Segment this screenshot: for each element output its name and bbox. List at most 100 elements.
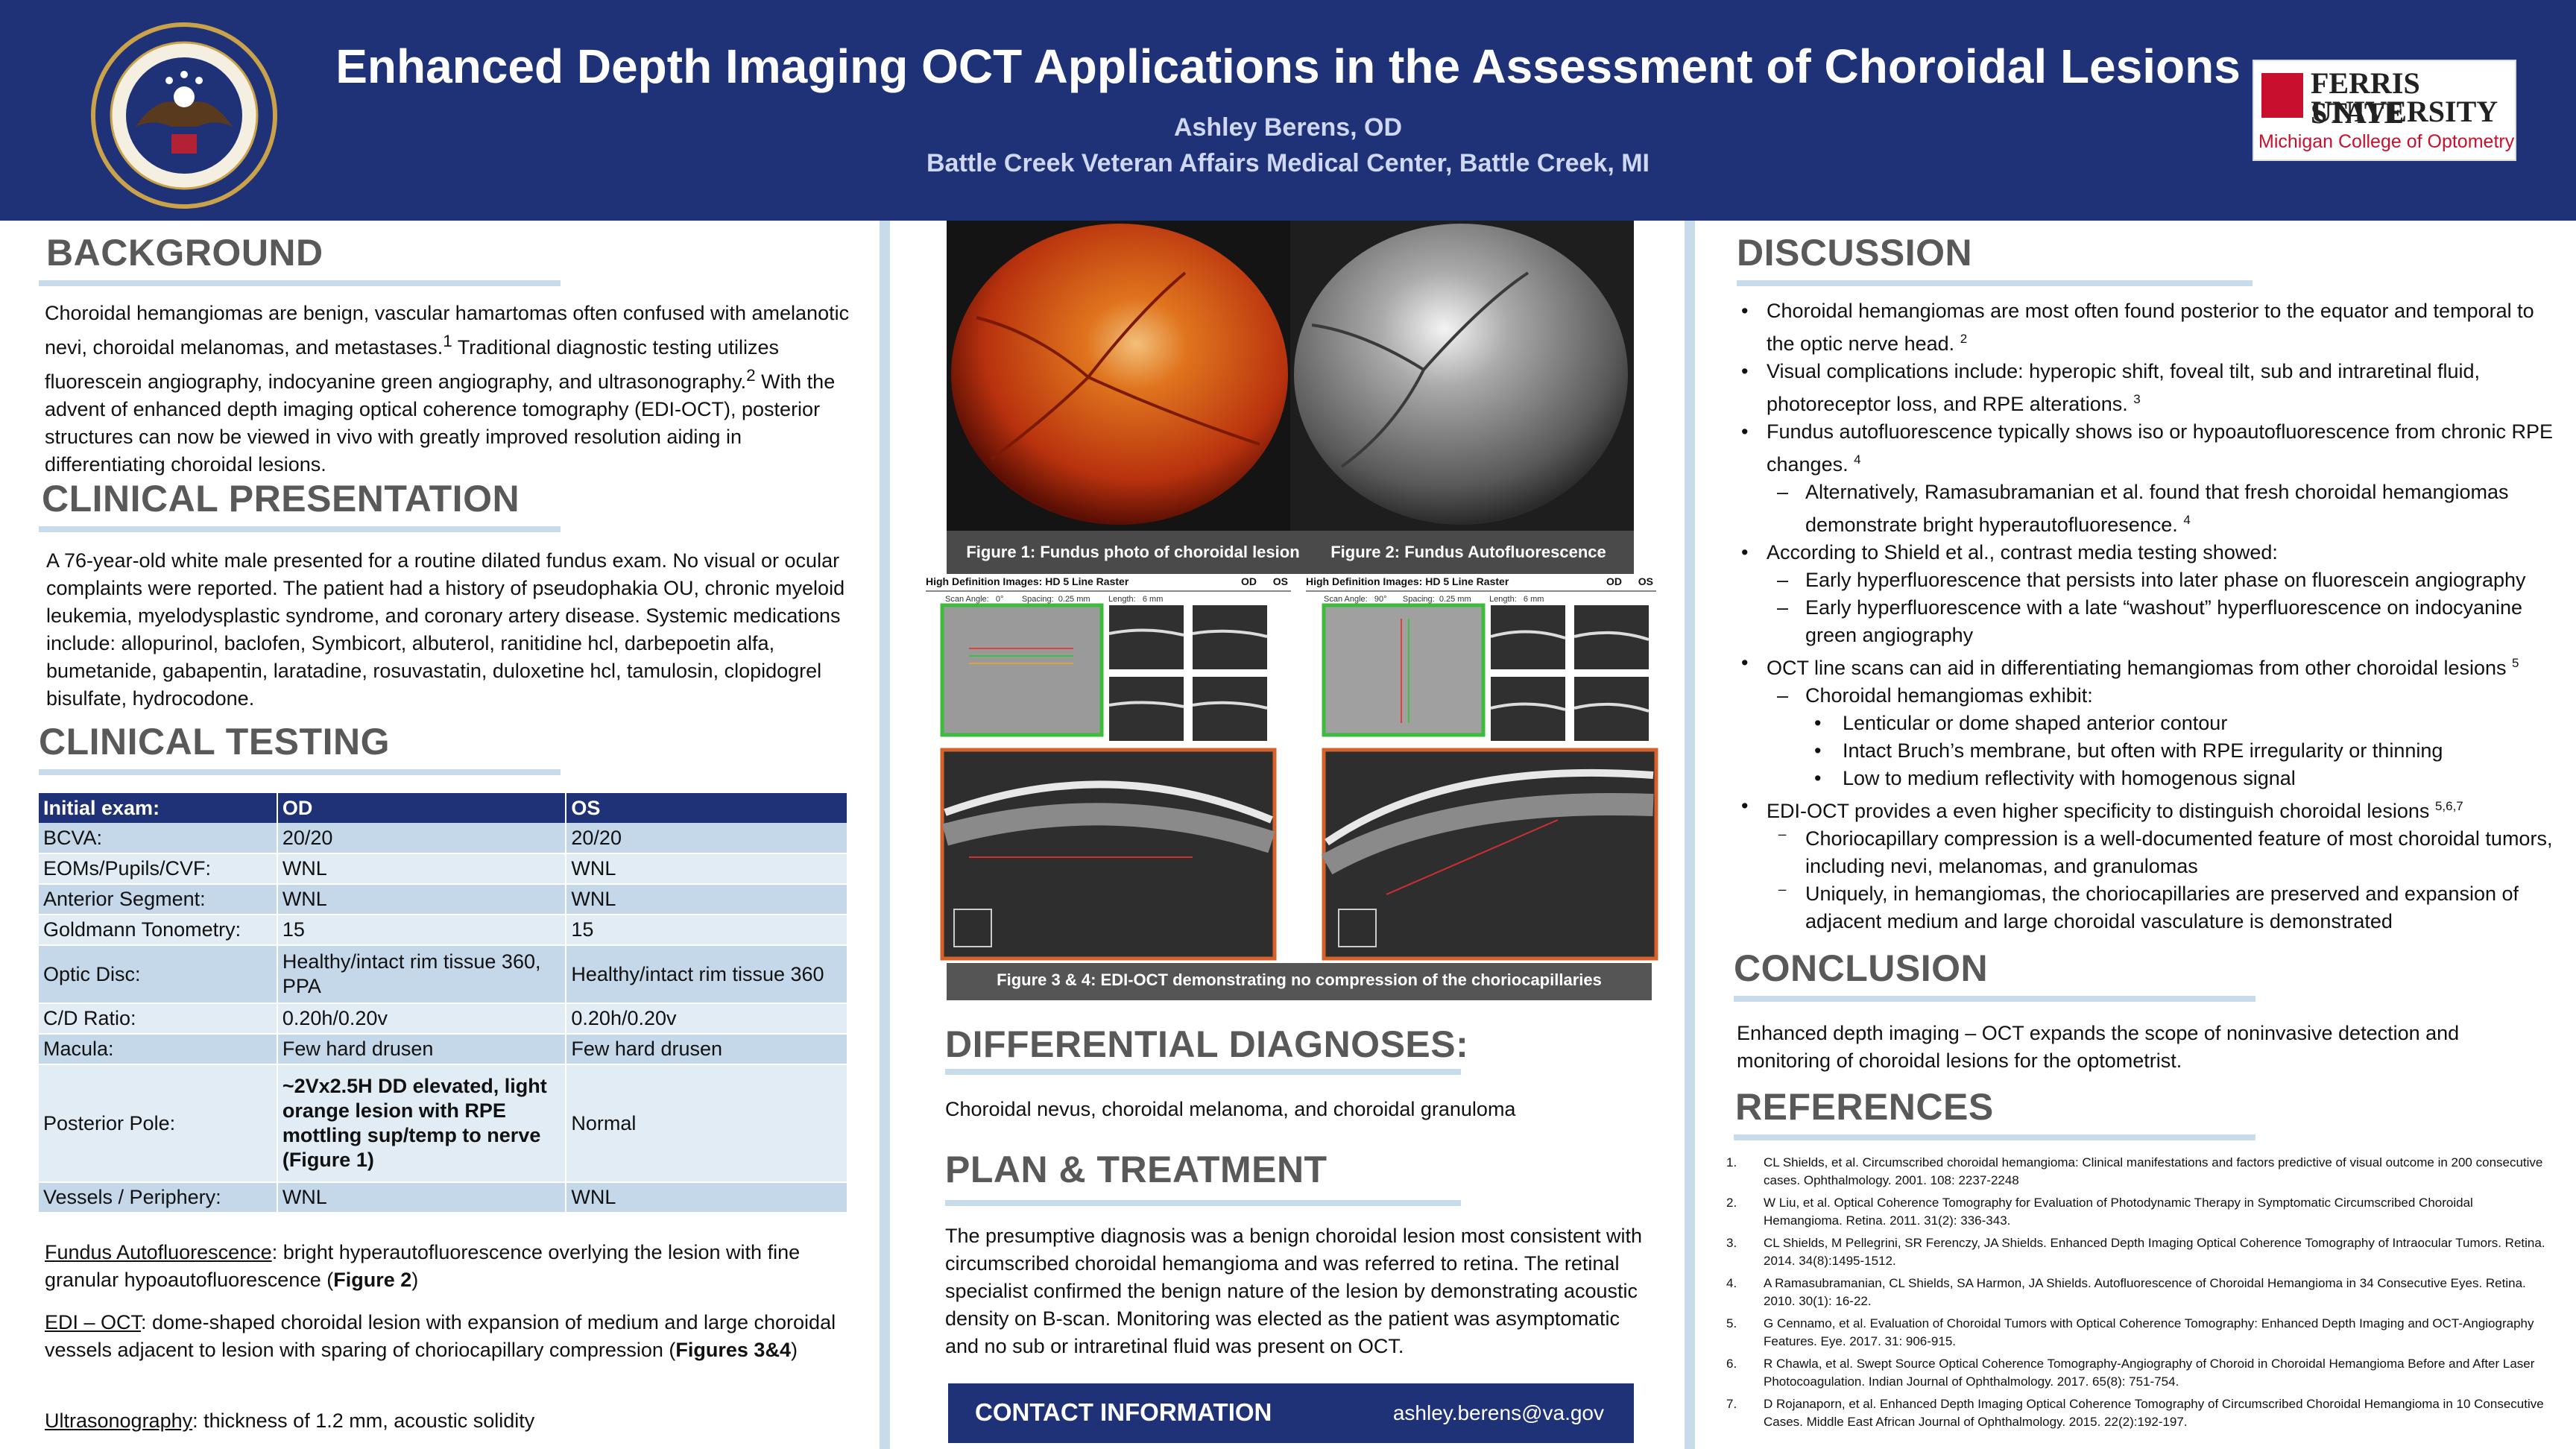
references-heading: REFERENCES (1735, 1086, 1994, 1128)
column-divider-left (880, 221, 890, 1449)
reference-item: 7. D Rojanaporn, et al. Enhanced Depth Im… (1723, 1395, 2546, 1431)
oct-right-scan-settings: Scan Angle: 90° Spacing: 0.25 mm Length:… (1324, 595, 1544, 604)
oct-left-scan-settings: Scan Angle: 0° Spacing: 0.25 mm Length: … (945, 595, 1164, 604)
bullet-marker: • (1741, 420, 1749, 443)
discussion-item: • According to Shield et al., contrast me… (1737, 539, 2557, 566)
ferris-logo-line3: Michigan College of Optometry (2258, 131, 2515, 152)
table-row: Posterior Pole: ~2Vx2.5H DD elevated, li… (39, 1064, 848, 1183)
edi-oct-finding: EDI – OCT: dome-shaped choroidal lesion … (45, 1311, 836, 1361)
discussion-underline (1737, 280, 2253, 286)
table-row: Vessels / Periphery: WNL WNL (39, 1182, 848, 1213)
oct-scan-images (940, 603, 1658, 1000)
fundus-figures-panel (947, 221, 1634, 574)
table-cell: Macula: (39, 1034, 278, 1065)
table-cell: 20/20 (277, 823, 567, 854)
bullet-marker: • (1741, 651, 1749, 674)
plan-heading: PLAN & TREATMENT (945, 1149, 1328, 1190)
discussion-list: • Choroidal hemangiomas are most often fo… (1737, 297, 2557, 935)
reference-text: W Liu, et al. Optical Coherence Tomograp… (1764, 1196, 2473, 1228)
reference-number: 4. (1726, 1276, 1737, 1290)
fundus-autofluorescence-image (1294, 224, 1628, 525)
table-cell: Few hard drusen (566, 1034, 848, 1065)
reference-number: 5. (1726, 1316, 1737, 1330)
discussion-item: • Low to medium reflectivity with homogen… (1737, 765, 2557, 792)
background-heading: BACKGROUND (46, 232, 323, 274)
table-header-cell: OD (277, 793, 567, 823)
ferris-logo-line1: FERRIS STATE (2311, 66, 2420, 130)
reference-item: 4. A Ramasubramanian, CL Shields, SA Harm… (1723, 1275, 2546, 1310)
bullet-marker: • (1741, 300, 1749, 322)
reference-item: 2. W Liu, et al. Optical Coherence Tomogr… (1723, 1194, 2546, 1230)
table-cell: Vessels / Periphery: (39, 1182, 278, 1213)
table-row: C/D Ratio: 0.20h/0.20v 0.20h/0.20v (39, 1003, 848, 1035)
bullet-marker: • (1814, 739, 1822, 762)
author-affiliation: Battle Creek Veteran Affairs Medical Cen… (926, 149, 1650, 177)
table-cell: WNL (277, 1182, 567, 1213)
table-cell: BCVA: (39, 823, 278, 854)
bullet-marker: – (1777, 569, 1789, 591)
discussion-item-text: Fundus autofluorescence typically shows … (1767, 420, 2554, 476)
discussion-item: • Lenticular or dome shaped anterior cont… (1737, 710, 2557, 737)
discussion-item-text: Choroidal hemangiomas exhibit: (1805, 684, 2093, 707)
conclusion-heading: CONCLUSION (1734, 947, 1989, 989)
table-header-cell: Initial exam: (39, 793, 278, 823)
bullet-marker: ⁻ (1777, 883, 1788, 905)
citation-superscript: 2 (1960, 332, 1968, 346)
differential-text: Choroidal nevus, choroidal melanoma, and… (945, 1098, 1516, 1120)
reference-item: 5. G Cennamo, et al. Evaluation of Choroi… (1723, 1315, 2546, 1351)
differential-heading: DIFFERENTIAL DIAGNOSES: (945, 1023, 1469, 1065)
discussion-item: • Choroidal hemangiomas are most often fo… (1737, 297, 2557, 358)
ferris-logo-mark (2261, 73, 2303, 118)
citation-superscript: 4 (1854, 452, 1861, 467)
citation-superscript: 5 (2512, 656, 2519, 670)
table-row: Goldmann Tonometry: 15 15 (39, 915, 848, 946)
clinical-presentation-underline (39, 526, 561, 532)
reference-item: 6. R Chawla, et al. Swept Source Optical … (1723, 1355, 2546, 1391)
plan-underline (945, 1200, 1461, 1206)
table-cell: Normal (566, 1064, 848, 1183)
conclusion-underline (1734, 996, 2255, 1002)
ferris-logo-line2: UNIVERSITY (2311, 95, 2498, 128)
discussion-item: • EDI-OCT provides a even higher specific… (1737, 792, 2557, 825)
discussion-item-text: Low to medium reflectivity with homogeno… (1843, 767, 2296, 789)
discussion-item: ⁻ Choriocapillary compression is a well-d… (1737, 825, 2557, 880)
bullet-marker: • (1814, 712, 1822, 734)
discussion-item-text: Alternatively, Ramasubramanian et al. fo… (1805, 481, 2509, 536)
table-cell: Optic Disc: (39, 945, 278, 1004)
table-cell: Anterior Segment: (39, 884, 278, 915)
figure2-caption: Figure 2: Fundus Autofluorescence (1330, 543, 1606, 561)
table-row: Macula: Few hard drusen Few hard drusen (39, 1034, 848, 1065)
column-divider-right (1685, 221, 1695, 1449)
differential-underline (945, 1069, 1461, 1075)
discussion-item: • OCT line scans can aid in differentiati… (1737, 649, 2557, 682)
bullet-marker: ⁻ (1777, 827, 1788, 850)
bullet-marker: • (1741, 541, 1749, 564)
table-cell: 20/20 (566, 823, 848, 854)
contact-email-link[interactable]: ashley.berens@va.gov (1392, 1401, 1604, 1424)
bullet-marker: • (1814, 767, 1822, 789)
table-cell: Healthy/intact rim tissue 360 (566, 945, 848, 1004)
discussion-heading: DISCUSSION (1737, 232, 1973, 274)
table-cell: WNL (566, 853, 848, 885)
author-name: Ashley Berens, OD (1173, 113, 1403, 142)
discussion-item-text: Intact Bruch’s membrane, but often with … (1843, 739, 2443, 762)
oct-left-header: High Definition Images: HD 5 Line Raster… (926, 575, 1291, 592)
oct-right-header: High Definition Images: HD 5 Line Raster… (1306, 575, 1656, 592)
discussion-item-text: According to Shield et al., contrast med… (1767, 541, 2278, 564)
figure1-caption: Figure 1: Fundus photo of choroidal lesi… (966, 543, 1300, 561)
discussion-item-text: Early hyperfluorescence with a late “was… (1805, 596, 2523, 646)
table-row: Optic Disc: Healthy/intact rim tissue 36… (39, 945, 848, 1004)
table-cell: WNL (566, 1182, 848, 1213)
reference-item: 1. CL Shields, et al. Circumscribed choro… (1723, 1154, 2546, 1190)
table-cell: Goldmann Tonometry: (39, 915, 278, 946)
citation-superscript: 5,6,7 (2434, 799, 2463, 813)
reference-text: CL Shields, M Pellegrini, SR Ferenczy, J… (1764, 1236, 2545, 1268)
clinical-exam-table: Initial exam: OD OS BCVA: 20/20 20/20 EO… (39, 793, 848, 1213)
discussion-item: – Alternatively, Ramasubramanian et al. f… (1737, 479, 2557, 539)
bullet-marker: • (1741, 795, 1749, 817)
table-header-row: Initial exam: OD OS (39, 793, 848, 823)
clinical-testing-underline (39, 769, 561, 775)
table-cell: C/D Ratio: (39, 1003, 278, 1035)
table-header-cell: OS (566, 793, 848, 823)
conclusion-text: Enhanced depth imaging – OCT expands the… (1737, 1022, 2460, 1072)
